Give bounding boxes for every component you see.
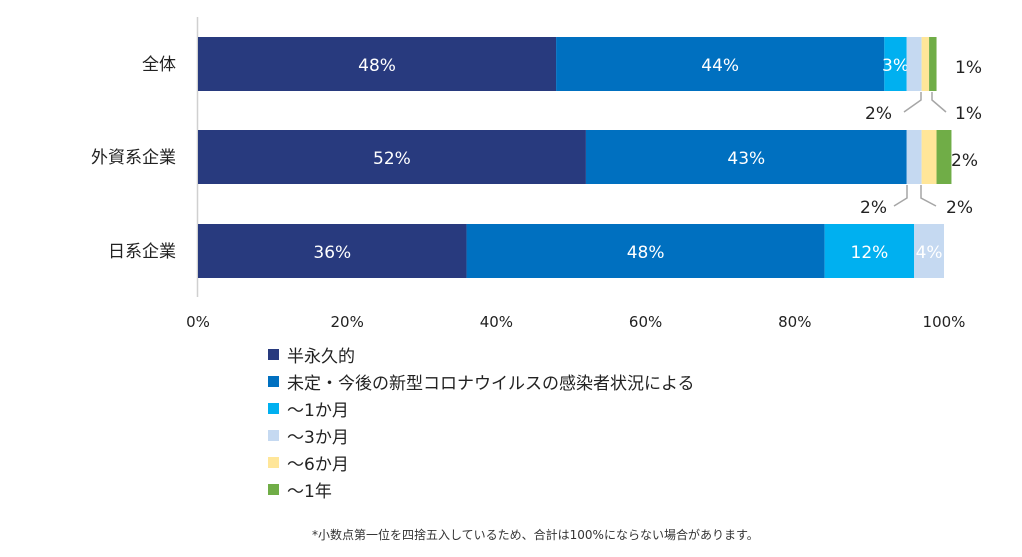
bar-segment (198, 224, 467, 278)
bar-segment (585, 130, 907, 184)
bar-segment (198, 130, 586, 184)
bar-segment (929, 37, 937, 91)
data-label: 44% (701, 56, 739, 76)
x-tick-label: 0% (186, 313, 210, 331)
bar-segment (556, 37, 885, 91)
bar-segment (936, 130, 952, 184)
x-tick-label: 20% (331, 313, 364, 331)
data-label: 1% (955, 58, 982, 78)
bar-segment (198, 37, 557, 91)
bar-segment (884, 37, 907, 91)
legend-label: 〜6か月 (287, 455, 349, 475)
data-label: 3% (882, 56, 909, 76)
legend-swatch (268, 430, 279, 441)
bar-segment (914, 224, 944, 278)
leader-line (931, 92, 947, 113)
legend-label: 〜1か月 (287, 401, 349, 421)
legend-swatch (268, 484, 279, 495)
legend-swatch (268, 457, 279, 468)
bar-segment (906, 130, 922, 184)
legend: 半永久的未定・今後の新型コロナウイルスの感染者状況による 〜1か月〜3か月〜6か月… (268, 341, 695, 503)
bar-segment (921, 37, 930, 91)
legend-item: 未定・今後の新型コロナウイルスの感染者状況による (268, 368, 695, 395)
data-label: 2% (865, 104, 892, 124)
legend-item: 〜1年 (268, 476, 695, 503)
x-tick-label: 80% (778, 313, 811, 331)
legend-item: 〜6か月 (268, 449, 695, 476)
data-label: 2% (951, 151, 978, 171)
bar-segment (824, 224, 915, 278)
category-label: 全体 (142, 55, 176, 75)
legend-item: 半永久的 (268, 341, 695, 368)
x-tick-label: 60% (629, 313, 662, 331)
legend-item: 〜1か月 (268, 395, 695, 422)
legend-item: 〜3か月 (268, 422, 695, 449)
data-label: 52% (373, 149, 411, 169)
legend-label: 〜1年 (287, 482, 332, 502)
x-tick-label: 40% (480, 313, 513, 331)
data-label: 48% (627, 243, 665, 263)
data-label: 4% (916, 243, 943, 263)
data-label: 48% (358, 56, 396, 76)
footnote: *小数点第一位を四捨五入しているため、合計は100%にならない場合があります。 (312, 528, 759, 542)
bar-segment (466, 224, 825, 278)
legend-label: 〜3か月 (287, 428, 349, 448)
bar-segment (906, 37, 922, 91)
x-tick-label: 100% (923, 313, 966, 331)
legend-label: 半永久的 (287, 347, 355, 367)
data-label: 36% (313, 243, 351, 263)
legend-swatch (268, 403, 279, 414)
legend-swatch (268, 376, 279, 387)
leader-line (903, 92, 922, 113)
data-label: 2% (860, 198, 887, 218)
leader-line (893, 185, 908, 207)
legend-label: 未定・今後の新型コロナウイルスの感染者状況による (287, 374, 695, 394)
bar-segment (921, 130, 937, 184)
data-label: 12% (851, 243, 889, 263)
category-label: 外資系企業 (91, 148, 176, 168)
legend-swatch (268, 349, 279, 360)
leader-line (920, 185, 937, 207)
data-label: 43% (727, 149, 765, 169)
data-label: 2% (946, 198, 973, 218)
category-label: 日系企業 (108, 242, 176, 262)
data-label: 1% (955, 104, 982, 124)
